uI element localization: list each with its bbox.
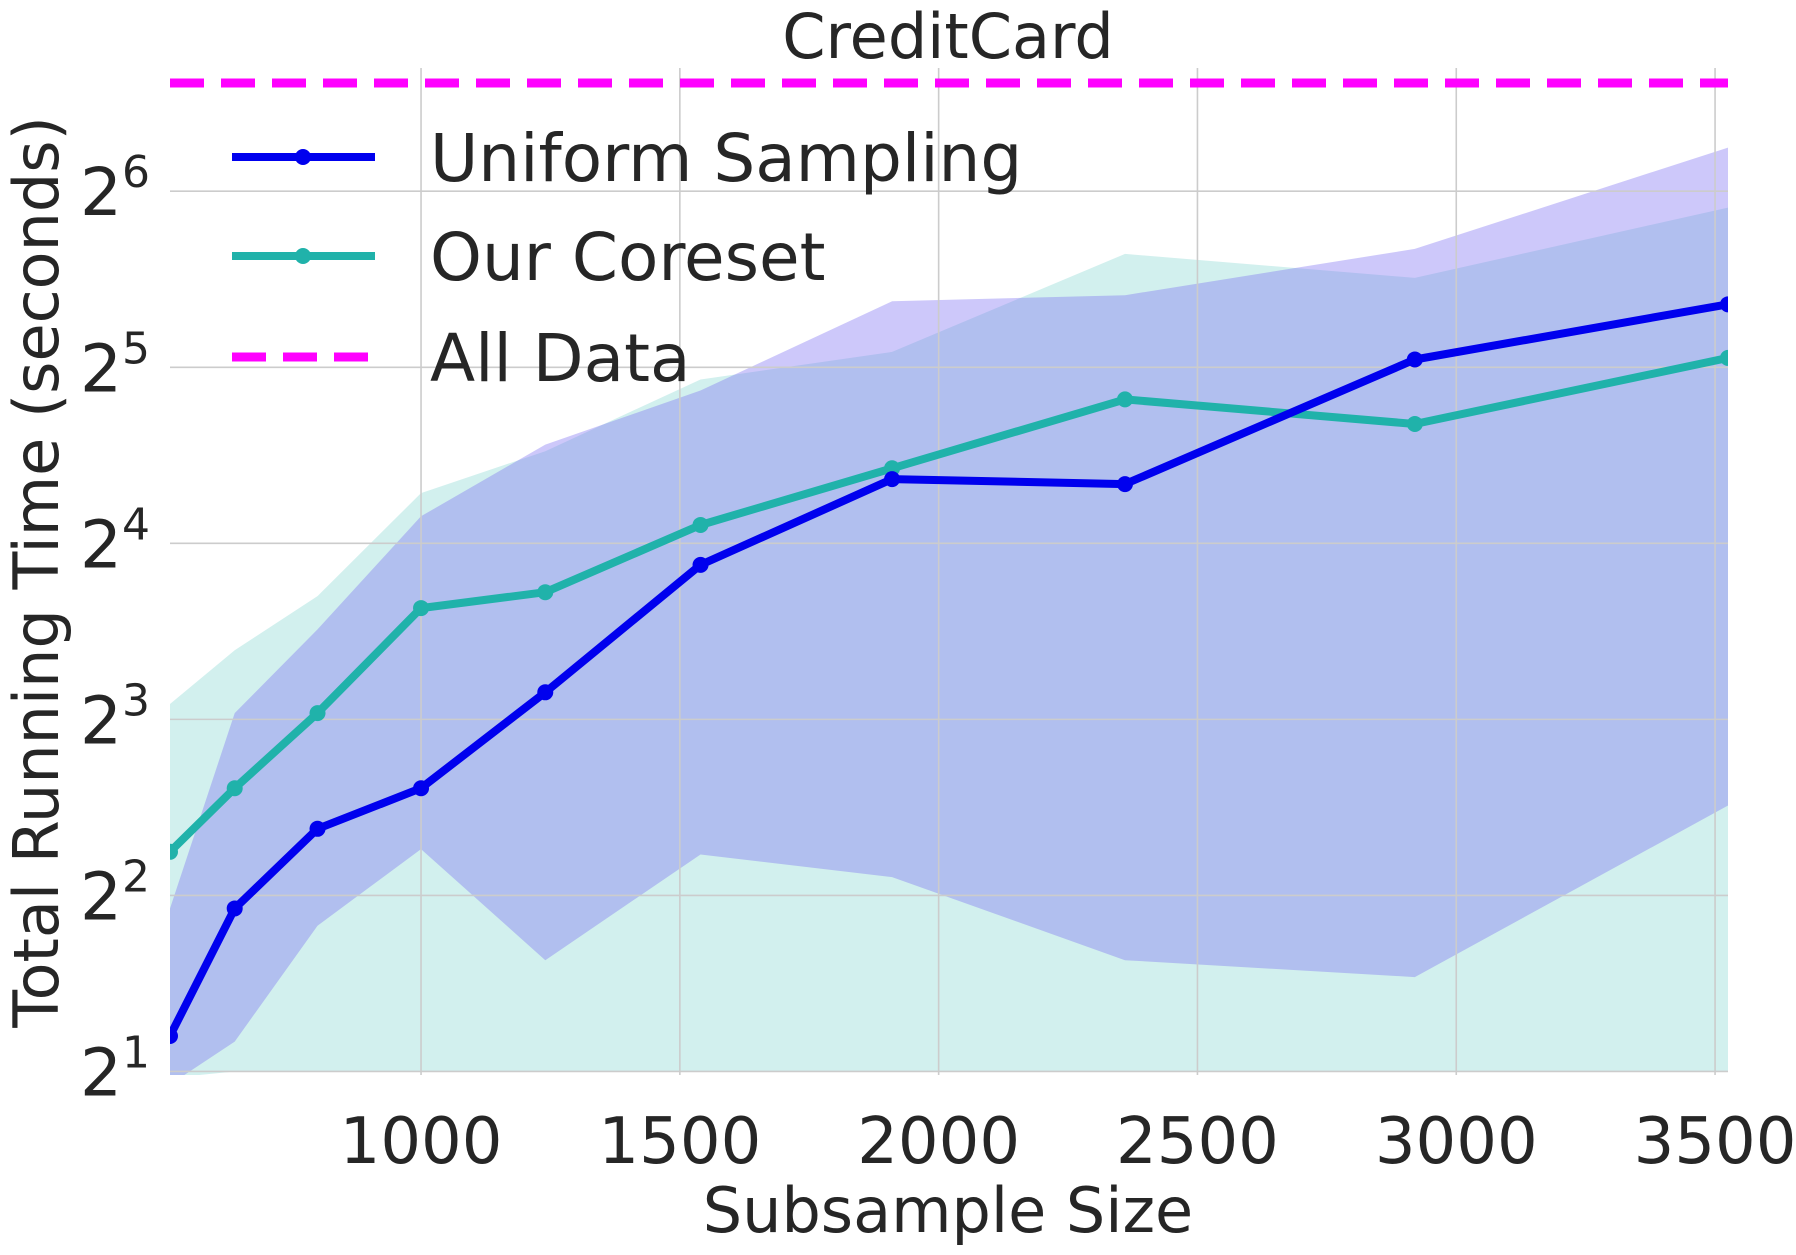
x-tick-label: 3000	[1375, 1105, 1538, 1179]
uniform-sampling-point	[1406, 351, 1423, 368]
legend-label: Our Coreset	[430, 219, 826, 296]
uniform-sampling-point	[226, 900, 243, 917]
x-tick-label: 2500	[1116, 1105, 1279, 1179]
y-tick-label: 25	[80, 323, 150, 407]
x-tick-label: 2000	[857, 1105, 1020, 1179]
y-tick-label: 26	[80, 147, 150, 231]
legend-marker	[295, 149, 311, 165]
uniform-sampling-point	[1720, 296, 1728, 313]
y-tick-label: 21	[80, 1027, 150, 1111]
x-axis-label: Subsample Size	[703, 1174, 1193, 1247]
our-coreset-point	[309, 705, 326, 722]
y-axis-ticks: 21 22 23 24 25 26	[80, 147, 150, 1111]
uniform-confidence-band	[170, 147, 1728, 1075]
grid	[170, 68, 1728, 1075]
our-coreset-point	[692, 516, 709, 533]
x-tick-label: 3500	[1634, 1105, 1796, 1179]
legend-label: All Data	[430, 320, 690, 397]
uniform-sampling-line	[170, 300, 1728, 1038]
uniform-sampling-point	[170, 1027, 178, 1044]
uniform-sampling-point	[537, 684, 554, 701]
our-coreset-point	[1720, 349, 1728, 366]
legend-label: Uniform Sampling	[430, 120, 1022, 197]
our-coreset-point	[537, 584, 554, 601]
legend: Uniform Sampling Our Coreset All Data	[232, 120, 1022, 397]
uniform-sampling-point	[413, 780, 430, 797]
y-tick-label: 22	[80, 851, 150, 935]
legend-item-uniform-sampling: Uniform Sampling	[232, 120, 1022, 197]
confidence-bands	[170, 147, 1728, 1075]
legend-item-all-data: All Data	[232, 320, 690, 397]
uniform-sampling-point	[309, 820, 326, 837]
series-lines	[170, 78, 1728, 1044]
plot-area	[170, 68, 1728, 1075]
uniform-sampling-point	[692, 556, 709, 573]
uniform-sampling-point	[1116, 476, 1133, 493]
x-axis-ticks: 1000 1500 2000 2500 3000 3500	[340, 1105, 1796, 1179]
our-coreset-point	[170, 843, 178, 860]
legend-item-our-coreset: Our Coreset	[232, 219, 826, 296]
our-coreset-point	[413, 600, 430, 617]
coreset-confidence-band	[170, 207, 1728, 1075]
x-tick-label: 1500	[598, 1105, 761, 1179]
our-coreset-point	[1406, 415, 1423, 432]
our-coreset-point	[226, 780, 243, 797]
legend-marker	[295, 248, 311, 264]
y-axis-label: Total Running Time (seconds)	[0, 116, 73, 1029]
chart-title: CreditCard	[782, 0, 1114, 73]
y-tick-label: 23	[80, 675, 150, 759]
uniform-sampling-point	[884, 471, 901, 488]
our-coreset-line	[170, 353, 1728, 855]
our-coreset-point	[1116, 391, 1133, 408]
x-tick-label: 1000	[340, 1105, 503, 1179]
y-tick-label: 24	[80, 499, 150, 583]
